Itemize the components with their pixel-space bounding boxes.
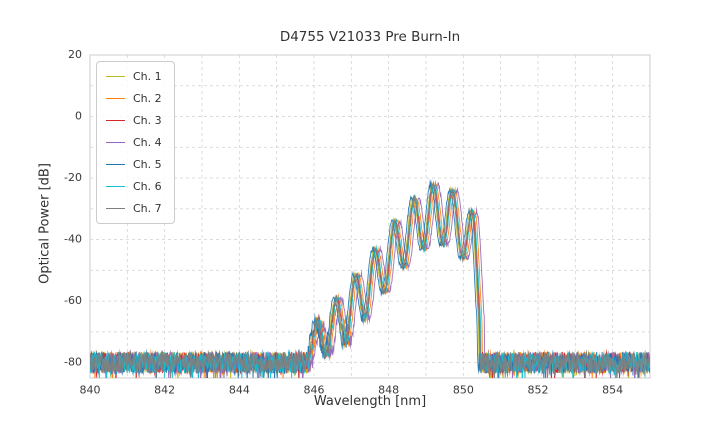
legend-swatch (106, 208, 125, 209)
legend-item: Ch. 4 (106, 136, 162, 149)
legend-label: Ch. 3 (133, 114, 162, 127)
legend-item: Ch. 3 (106, 114, 162, 127)
chart-title: D4755 V21033 Pre Burn-In (279, 29, 461, 45)
legend-item: Ch. 2 (106, 92, 162, 105)
legend-item: Ch. 5 (106, 158, 162, 171)
legend-label: Ch. 6 (133, 180, 162, 193)
legend-label: Ch. 2 (133, 92, 162, 105)
legend-label: Ch. 1 (133, 70, 162, 83)
legend-item: Ch. 6 (106, 180, 162, 193)
legend-item: Ch. 7 (106, 202, 162, 215)
legend-swatch (106, 142, 125, 143)
legend-item: Ch. 1 (106, 70, 162, 83)
legend-label: Ch. 5 (133, 158, 162, 171)
x-axis-label: Wavelength [nm] (313, 394, 427, 409)
legend-label: Ch. 7 (133, 202, 162, 215)
legend-swatch (106, 76, 125, 77)
legend-swatch (106, 98, 125, 99)
legend: Ch. 1 Ch. 2 Ch. 3 Ch. 4 Ch. 5 Ch. 6 Ch. 7 (96, 61, 175, 224)
legend-label: Ch. 4 (133, 136, 162, 149)
legend-swatch (106, 186, 125, 187)
legend-swatch (106, 120, 125, 121)
legend-swatch (106, 164, 125, 165)
y-axis-label: Optical Power [dB] (37, 163, 53, 284)
